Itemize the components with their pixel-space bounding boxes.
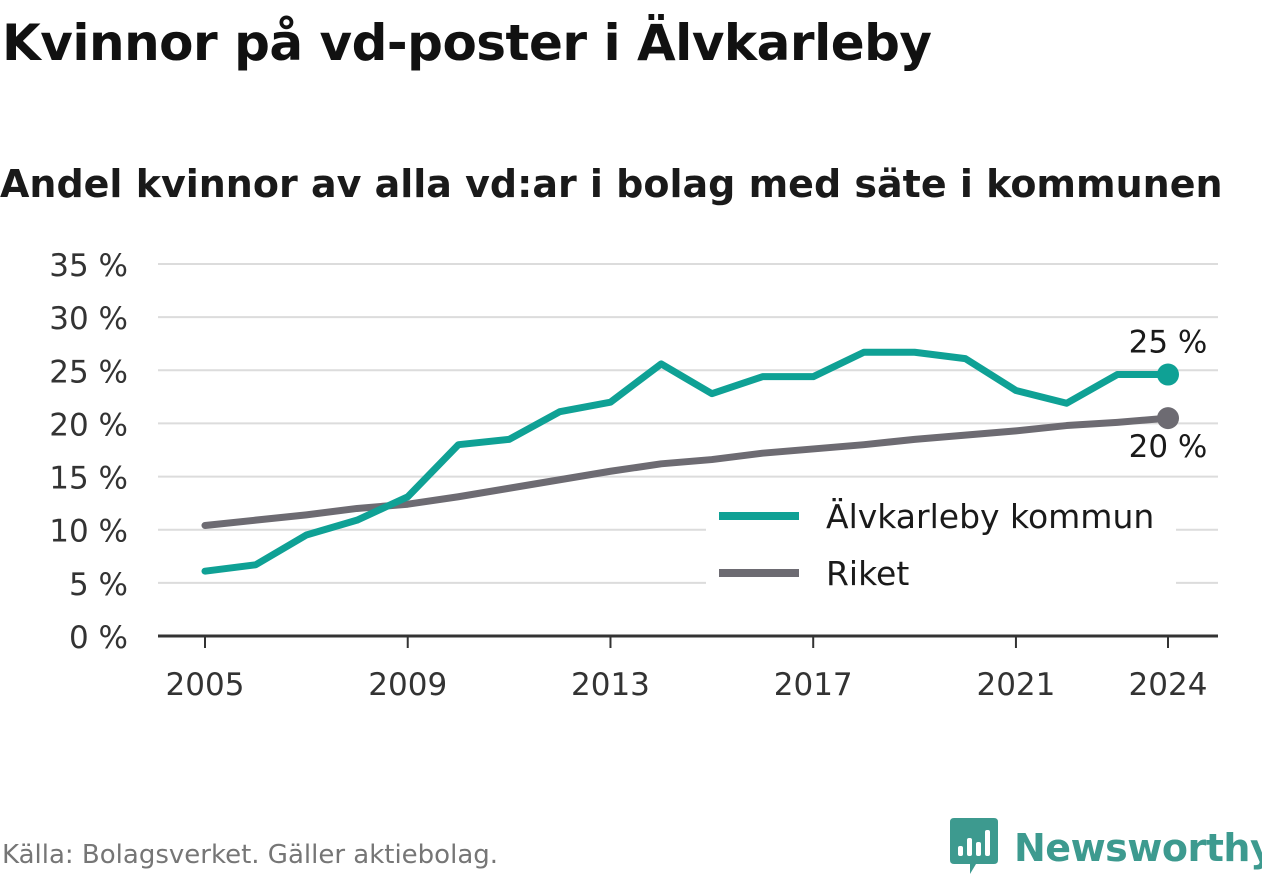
y-tick-label: 25 % (49, 354, 128, 390)
x-tick-label: 2005 (166, 667, 245, 703)
y-tick-label: 10 % (49, 514, 128, 550)
end-label-country: 20 % (1129, 429, 1208, 465)
x-tick-label: 2021 (976, 667, 1055, 703)
source-note: Källa: Bolagsverket. Gäller aktiebolag. (2, 840, 499, 870)
brand-logo[interactable]: Newsworthy (950, 818, 1262, 878)
y-tick-label: 0 % (69, 620, 128, 656)
grid-lines (158, 263, 1218, 584)
chart-title: Kvinnor på vd-poster i Älvkarleby (2, 14, 932, 72)
end-label-municipality: 25 % (1129, 325, 1208, 361)
y-tick-label: 20 % (49, 407, 128, 443)
end-labels: 25 % 20 % (1129, 325, 1208, 466)
series-end-point-1[interactable] (1157, 407, 1179, 430)
newsworthy-logo-icon (950, 818, 998, 874)
x-tick-label: 2009 (368, 667, 447, 703)
y-tick-label: 35 % (49, 248, 128, 284)
brand-name: Newsworthy (1014, 826, 1262, 870)
legend-label-1[interactable]: Riket (826, 554, 909, 593)
legend-label-0[interactable]: Älvkarleby kommun (826, 497, 1154, 536)
x-tick-label: 2013 (571, 667, 650, 703)
y-tick-label: 15 % (49, 461, 128, 497)
series-line-0[interactable] (201, 348, 1172, 575)
series-end-point-0[interactable] (1157, 363, 1179, 386)
legend-background (706, 486, 1176, 604)
x-tick-label: 2024 (1129, 667, 1208, 703)
series-lines (201, 348, 1179, 575)
series-line-1[interactable] (201, 414, 1172, 529)
chart-subtitle: Andel kvinnor av alla vd:ar i bolag med … (0, 162, 1223, 206)
y-tick-label: 30 % (49, 301, 128, 337)
legend[interactable]: Älvkarleby kommun Riket (706, 486, 1176, 604)
axes: 0 % 5 % 10 % 15 % 20 % 25 % 30 % 35 % 2005 2009 20… (49, 248, 1218, 703)
y-tick-label: 5 % (69, 567, 128, 603)
x-tick-label: 2017 (774, 667, 853, 703)
